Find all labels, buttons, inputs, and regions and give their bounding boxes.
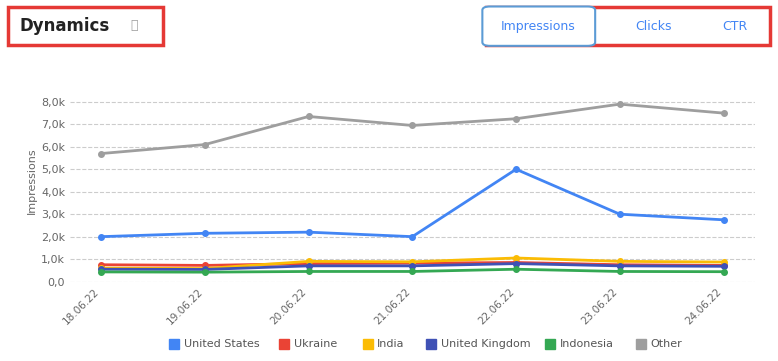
Text: Ukraine: Ukraine bbox=[294, 339, 338, 349]
Text: Indonesia: Indonesia bbox=[559, 339, 613, 349]
Text: India: India bbox=[377, 339, 405, 349]
Text: ⓘ: ⓘ bbox=[131, 19, 138, 32]
Text: Clicks: Clicks bbox=[636, 19, 671, 33]
Y-axis label: Impressions: Impressions bbox=[27, 147, 37, 214]
Text: Impressions: Impressions bbox=[501, 19, 576, 33]
Text: Other: Other bbox=[650, 339, 682, 349]
Text: CTR: CTR bbox=[723, 19, 748, 33]
Text: United Kingdom: United Kingdom bbox=[441, 339, 531, 349]
Text: United States: United States bbox=[184, 339, 259, 349]
Text: Dynamics: Dynamics bbox=[19, 17, 110, 35]
